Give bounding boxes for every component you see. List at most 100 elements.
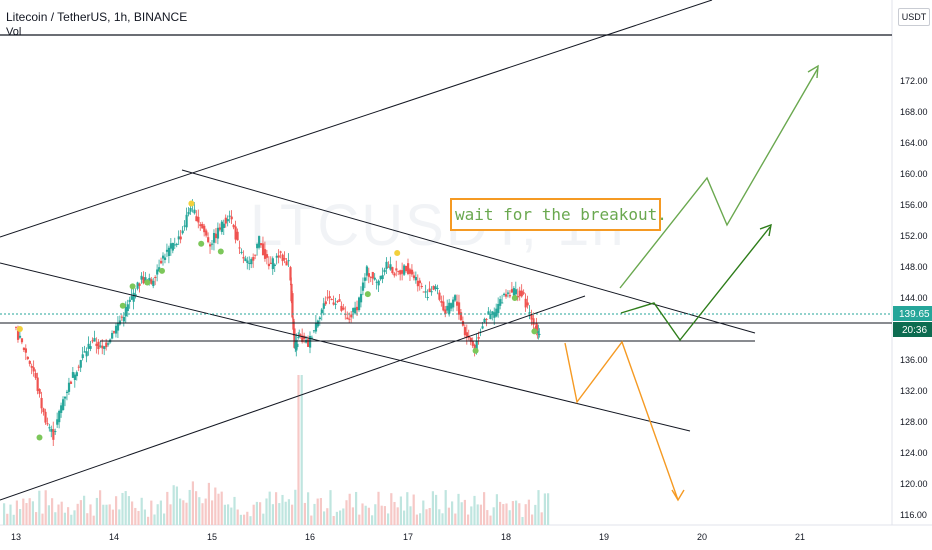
breakout-note[interactable]: wait for the breakout. [450, 198, 667, 231]
candle-body [165, 249, 169, 252]
candle-body [383, 269, 386, 273]
currency-button[interactable]: USDT [898, 8, 930, 26]
volume-bar [307, 492, 310, 525]
volume-bar [486, 510, 489, 525]
candle-body [375, 281, 378, 283]
trend-line[interactable] [0, 0, 713, 238]
candle-body [93, 338, 96, 342]
y-tick-label: 128.00 [900, 417, 928, 427]
candle-body [62, 399, 65, 410]
candle-body [160, 260, 163, 264]
candle-body [124, 306, 127, 317]
candle-body [232, 224, 235, 228]
candle-body [290, 283, 293, 302]
candle-body [454, 295, 457, 301]
volume-bar [297, 375, 300, 525]
volume-bar [166, 491, 169, 525]
volume-bar [15, 500, 18, 525]
candle-body [185, 214, 188, 228]
candle-body [214, 233, 218, 239]
candle-body [183, 225, 186, 227]
volume-indicator-label[interactable]: Vol [6, 26, 22, 38]
candle-body [309, 336, 312, 348]
bull-projection-path[interactable] [619, 67, 819, 289]
candle-body [246, 260, 249, 264]
candle-body [526, 302, 529, 306]
volume-bar [531, 514, 534, 525]
volume-bar [543, 493, 546, 525]
signal-dot [144, 279, 151, 286]
volume-bar [489, 515, 492, 525]
volume-bar [447, 507, 450, 525]
volume-bar [361, 503, 364, 525]
candle-body [477, 336, 480, 339]
volume-bar [281, 494, 284, 525]
volume-bar [9, 504, 12, 525]
candle-body [334, 303, 337, 305]
y-tick-label: 116.00 [900, 510, 927, 520]
trend-line[interactable] [181, 169, 756, 334]
candle-body [162, 255, 165, 259]
candle-body [222, 223, 225, 228]
candle-body [512, 288, 516, 296]
volume-bar [51, 498, 54, 525]
candle-body [89, 346, 92, 349]
candle-body [240, 251, 243, 253]
candle-body [287, 260, 290, 262]
volume-bar [470, 506, 473, 525]
candle-body [197, 216, 200, 223]
signal-dot [119, 302, 126, 309]
candle-body [336, 301, 339, 303]
volume-bar [409, 506, 412, 525]
candle-body [491, 311, 494, 315]
candle-body [407, 263, 410, 274]
candle-body [116, 322, 120, 331]
candle-body [524, 298, 527, 308]
candle-body [120, 316, 124, 318]
candle-body [58, 410, 61, 423]
candle-body [113, 331, 116, 333]
x-tick-label: 16 [305, 532, 315, 542]
candle-body [307, 339, 310, 347]
bear-projection-path[interactable] [564, 340, 679, 501]
candle-body [67, 382, 71, 392]
candle-body [495, 308, 498, 317]
current-price-tag[interactable] [893, 306, 932, 321]
candle-body [292, 318, 295, 330]
trend-line[interactable] [0, 262, 691, 432]
bull-projection-path-dark[interactable] [620, 226, 771, 342]
candle-body [536, 325, 539, 333]
volume-bar [54, 512, 57, 525]
volume-bar [63, 512, 66, 525]
candle-body [218, 227, 222, 230]
volume-bar [303, 502, 306, 525]
candle-body [469, 337, 472, 342]
candle-body [18, 335, 22, 338]
volume-bar [57, 504, 60, 525]
candle-body [442, 301, 445, 311]
candle-body [430, 291, 433, 293]
volume-bar [86, 513, 89, 525]
volume-bar [300, 375, 303, 525]
candle-body [456, 301, 459, 306]
volume-bar [227, 504, 230, 525]
candle-body [501, 302, 504, 304]
candle-body [234, 226, 237, 240]
y-tick-label: 148.00 [900, 262, 928, 272]
candle-body [42, 408, 45, 413]
candle-body [485, 318, 488, 320]
trend-line[interactable] [0, 295, 586, 501]
candle-body [156, 269, 159, 275]
volume-bar [444, 490, 447, 525]
candle-body [52, 429, 55, 440]
candle-body [22, 347, 26, 350]
candle-body [69, 381, 73, 384]
candle-body [503, 293, 506, 296]
volume-bar [31, 501, 34, 525]
candle-body [50, 428, 53, 432]
candle-body [391, 267, 394, 274]
candle-body [487, 311, 490, 315]
volume-bar [499, 501, 502, 525]
volume-bar [265, 498, 268, 525]
